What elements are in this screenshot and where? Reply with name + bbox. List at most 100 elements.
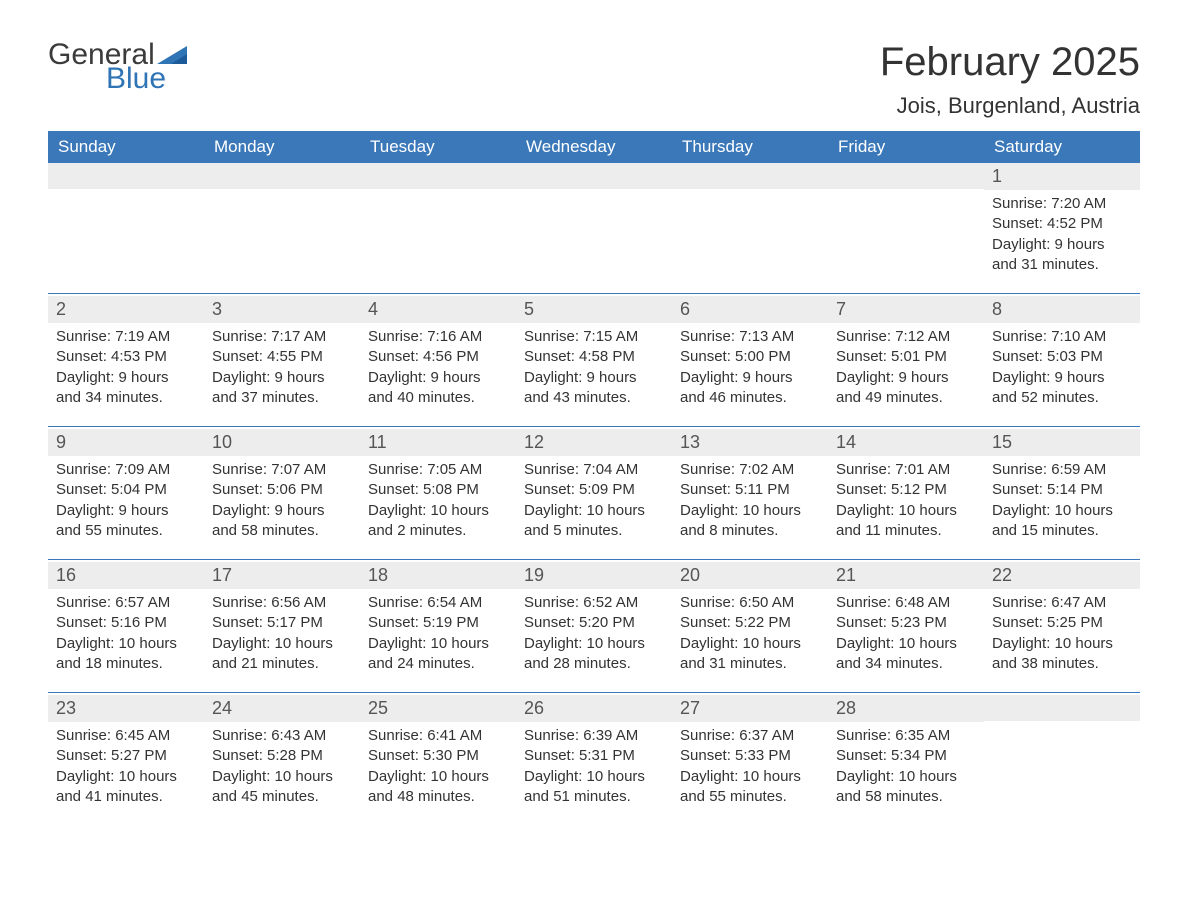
sunrise-line: Sunrise: 7:16 AM — [368, 327, 508, 347]
sunrise-line: Sunrise: 7:02 AM — [680, 460, 820, 480]
day-number: 8 — [984, 296, 1140, 323]
calendar-cell — [672, 163, 828, 293]
day-details: Sunrise: 6:45 AMSunset: 5:27 PMDaylight:… — [48, 722, 204, 817]
daylight-line: Daylight: 10 hours and 24 minutes. — [368, 634, 508, 675]
daylight-line: Daylight: 9 hours and 46 minutes. — [680, 368, 820, 409]
sunset-line: Sunset: 5:33 PM — [680, 746, 820, 766]
day-details: Sunrise: 6:43 AMSunset: 5:28 PMDaylight:… — [204, 722, 360, 817]
day-header-row: SundayMondayTuesdayWednesdayThursdayFrid… — [48, 131, 1140, 163]
daylight-line: Daylight: 10 hours and 28 minutes. — [524, 634, 664, 675]
sunrise-line: Sunrise: 7:04 AM — [524, 460, 664, 480]
sunset-line: Sunset: 5:25 PM — [992, 613, 1132, 633]
day-details: Sunrise: 7:10 AMSunset: 5:03 PMDaylight:… — [984, 323, 1140, 418]
calendar-cell: 19Sunrise: 6:52 AMSunset: 5:20 PMDayligh… — [516, 562, 672, 692]
daylight-line: Daylight: 10 hours and 55 minutes. — [680, 767, 820, 808]
daylight-line: Daylight: 9 hours and 58 minutes. — [212, 501, 352, 542]
calendar-cell: 6Sunrise: 7:13 AMSunset: 5:00 PMDaylight… — [672, 296, 828, 426]
sunset-line: Sunset: 5:22 PM — [680, 613, 820, 633]
sunrise-line: Sunrise: 6:45 AM — [56, 726, 196, 746]
sunrise-line: Sunrise: 6:56 AM — [212, 593, 352, 613]
logo: General Blue — [48, 40, 187, 94]
calendar-cell: 4Sunrise: 7:16 AMSunset: 4:56 PMDaylight… — [360, 296, 516, 426]
sunrise-line: Sunrise: 6:41 AM — [368, 726, 508, 746]
calendar-week: 23Sunrise: 6:45 AMSunset: 5:27 PMDayligh… — [48, 695, 1140, 825]
day-number: 2 — [48, 296, 204, 323]
calendar-cell: 10Sunrise: 7:07 AMSunset: 5:06 PMDayligh… — [204, 429, 360, 559]
calendar-cell — [360, 163, 516, 293]
day-details: Sunrise: 7:20 AMSunset: 4:52 PMDaylight:… — [984, 190, 1140, 285]
sunset-line: Sunset: 4:58 PM — [524, 347, 664, 367]
sunset-line: Sunset: 5:17 PM — [212, 613, 352, 633]
calendar-table: SundayMondayTuesdayWednesdayThursdayFrid… — [48, 131, 1140, 825]
sunset-line: Sunset: 5:03 PM — [992, 347, 1132, 367]
sunset-line: Sunset: 5:30 PM — [368, 746, 508, 766]
sunset-line: Sunset: 5:12 PM — [836, 480, 976, 500]
sunset-line: Sunset: 5:19 PM — [368, 613, 508, 633]
day-details: Sunrise: 7:07 AMSunset: 5:06 PMDaylight:… — [204, 456, 360, 551]
day-number: 25 — [360, 695, 516, 722]
daylight-line: Daylight: 10 hours and 31 minutes. — [680, 634, 820, 675]
sunset-line: Sunset: 5:06 PM — [212, 480, 352, 500]
day-number: 12 — [516, 429, 672, 456]
sunset-line: Sunset: 5:34 PM — [836, 746, 976, 766]
sunset-line: Sunset: 5:09 PM — [524, 480, 664, 500]
day-details: Sunrise: 6:50 AMSunset: 5:22 PMDaylight:… — [672, 589, 828, 684]
calendar-week: 9Sunrise: 7:09 AMSunset: 5:04 PMDaylight… — [48, 429, 1140, 559]
sunrise-line: Sunrise: 7:10 AM — [992, 327, 1132, 347]
calendar-week: 16Sunrise: 6:57 AMSunset: 5:16 PMDayligh… — [48, 562, 1140, 692]
day-number: 27 — [672, 695, 828, 722]
sunset-line: Sunset: 5:04 PM — [56, 480, 196, 500]
day-details: Sunrise: 6:57 AMSunset: 5:16 PMDaylight:… — [48, 589, 204, 684]
sunset-line: Sunset: 5:14 PM — [992, 480, 1132, 500]
day-details: Sunrise: 7:09 AMSunset: 5:04 PMDaylight:… — [48, 456, 204, 551]
day-number: 22 — [984, 562, 1140, 589]
sunrise-line: Sunrise: 6:57 AM — [56, 593, 196, 613]
calendar-cell — [516, 163, 672, 293]
sunset-line: Sunset: 5:01 PM — [836, 347, 976, 367]
calendar-cell: 11Sunrise: 7:05 AMSunset: 5:08 PMDayligh… — [360, 429, 516, 559]
daylight-line: Daylight: 9 hours and 49 minutes. — [836, 368, 976, 409]
daylight-line: Daylight: 10 hours and 41 minutes. — [56, 767, 196, 808]
sunset-line: Sunset: 5:28 PM — [212, 746, 352, 766]
calendar-cell: 27Sunrise: 6:37 AMSunset: 5:33 PMDayligh… — [672, 695, 828, 825]
sunrise-line: Sunrise: 7:01 AM — [836, 460, 976, 480]
day-number: 7 — [828, 296, 984, 323]
day-details: Sunrise: 6:56 AMSunset: 5:17 PMDaylight:… — [204, 589, 360, 684]
daylight-line: Daylight: 10 hours and 11 minutes. — [836, 501, 976, 542]
sunset-line: Sunset: 5:11 PM — [680, 480, 820, 500]
day-number: 15 — [984, 429, 1140, 456]
calendar-cell: 12Sunrise: 7:04 AMSunset: 5:09 PMDayligh… — [516, 429, 672, 559]
daylight-line: Daylight: 10 hours and 51 minutes. — [524, 767, 664, 808]
day-details: Sunrise: 7:05 AMSunset: 5:08 PMDaylight:… — [360, 456, 516, 551]
calendar-cell: 5Sunrise: 7:15 AMSunset: 4:58 PMDaylight… — [516, 296, 672, 426]
calendar-cell: 13Sunrise: 7:02 AMSunset: 5:11 PMDayligh… — [672, 429, 828, 559]
sunrise-line: Sunrise: 7:09 AM — [56, 460, 196, 480]
sunrise-line: Sunrise: 6:39 AM — [524, 726, 664, 746]
page-header: General Blue February 2025 Jois, Burgenl… — [48, 40, 1140, 119]
sunrise-line: Sunrise: 6:35 AM — [836, 726, 976, 746]
sunset-line: Sunset: 4:53 PM — [56, 347, 196, 367]
sunrise-line: Sunrise: 7:15 AM — [524, 327, 664, 347]
day-number: 11 — [360, 429, 516, 456]
day-number: 21 — [828, 562, 984, 589]
day-number: 5 — [516, 296, 672, 323]
calendar-cell: 3Sunrise: 7:17 AMSunset: 4:55 PMDaylight… — [204, 296, 360, 426]
sunset-line: Sunset: 5:16 PM — [56, 613, 196, 633]
day-details: Sunrise: 6:37 AMSunset: 5:33 PMDaylight:… — [672, 722, 828, 817]
sunrise-line: Sunrise: 6:48 AM — [836, 593, 976, 613]
sunset-line: Sunset: 5:00 PM — [680, 347, 820, 367]
calendar-cell: 9Sunrise: 7:09 AMSunset: 5:04 PMDaylight… — [48, 429, 204, 559]
day-number: 13 — [672, 429, 828, 456]
sunrise-line: Sunrise: 6:54 AM — [368, 593, 508, 613]
daylight-line: Daylight: 9 hours and 37 minutes. — [212, 368, 352, 409]
day-details: Sunrise: 7:16 AMSunset: 4:56 PMDaylight:… — [360, 323, 516, 418]
day-details: Sunrise: 6:35 AMSunset: 5:34 PMDaylight:… — [828, 722, 984, 817]
calendar-cell: 28Sunrise: 6:35 AMSunset: 5:34 PMDayligh… — [828, 695, 984, 825]
sunrise-line: Sunrise: 6:43 AM — [212, 726, 352, 746]
day-details: Sunrise: 6:59 AMSunset: 5:14 PMDaylight:… — [984, 456, 1140, 551]
sunrise-line: Sunrise: 6:59 AM — [992, 460, 1132, 480]
sunset-line: Sunset: 5:27 PM — [56, 746, 196, 766]
sunrise-line: Sunrise: 7:17 AM — [212, 327, 352, 347]
day-header: Thursday — [672, 131, 828, 163]
sunset-line: Sunset: 4:55 PM — [212, 347, 352, 367]
